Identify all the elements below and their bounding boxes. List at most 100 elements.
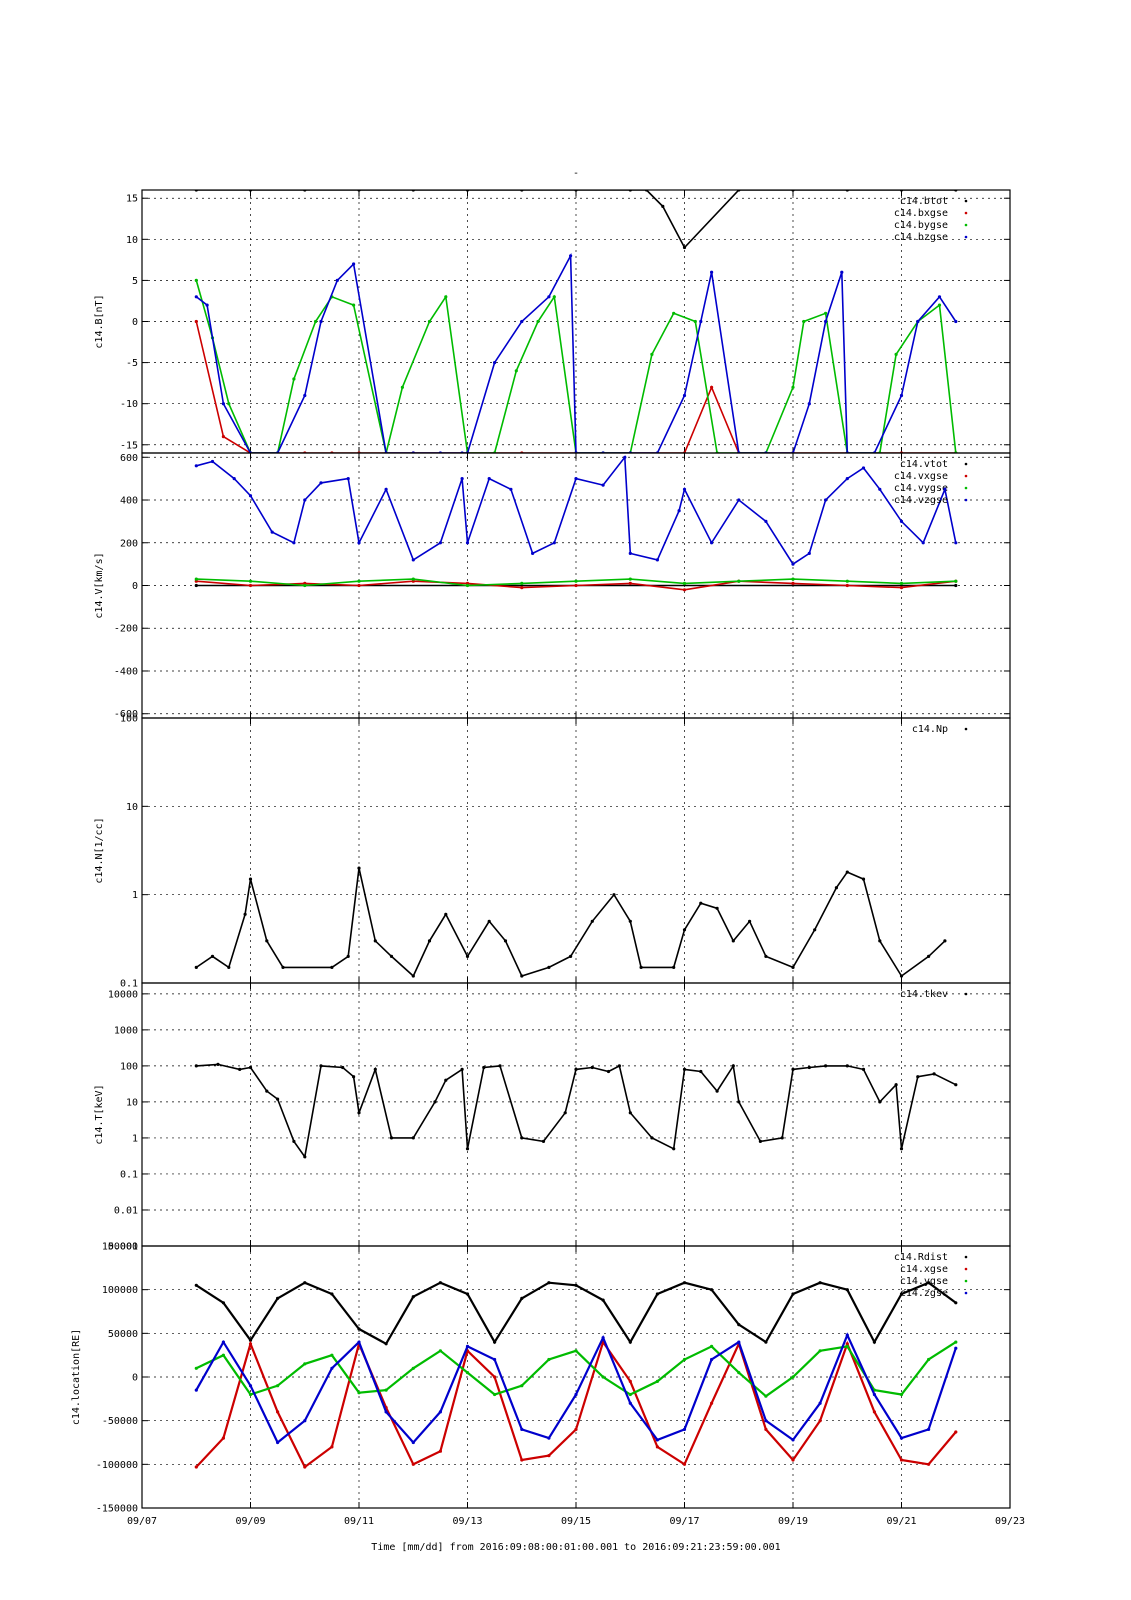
data-point <box>460 477 464 481</box>
data-point <box>845 579 849 583</box>
data-point <box>227 402 231 406</box>
data-point <box>352 262 356 266</box>
y-tick-label: 200 <box>120 538 138 549</box>
data-point <box>303 1362 307 1366</box>
data-point <box>601 483 605 487</box>
data-point <box>824 311 828 315</box>
data-point <box>878 939 882 943</box>
data-point <box>899 974 904 978</box>
legend-label: c14.vtot <box>900 459 948 470</box>
data-point <box>682 487 687 491</box>
data-point <box>238 1067 242 1071</box>
data-point <box>791 1067 795 1071</box>
data-point <box>503 939 508 943</box>
data-point <box>248 494 253 498</box>
data-point <box>547 1436 551 1440</box>
data-point <box>227 965 231 970</box>
data-point <box>292 541 296 545</box>
data-point <box>216 1062 220 1066</box>
data-point <box>330 1292 334 1296</box>
data-point <box>824 1064 828 1068</box>
data-point <box>465 583 470 588</box>
data-point <box>411 1440 415 1445</box>
data-point <box>444 1078 448 1082</box>
data-point <box>791 385 795 389</box>
data-point <box>932 1072 936 1076</box>
data-point <box>411 1462 415 1466</box>
data-point <box>493 361 497 365</box>
data-point <box>276 1097 280 1101</box>
data-point <box>921 541 925 545</box>
y-tick-label: 150000 <box>102 1242 138 1253</box>
data-point <box>520 581 524 586</box>
data-point <box>590 1065 594 1070</box>
x-tick-label: 09/19 <box>778 1516 808 1527</box>
data-point <box>221 402 225 406</box>
y-tick-label: 10 <box>126 235 138 246</box>
data-point <box>330 1366 334 1370</box>
y-axis-label: c14.location[RE] <box>71 1329 82 1425</box>
data-point <box>373 1067 377 1071</box>
data-point <box>791 562 795 566</box>
data-point <box>221 1301 225 1305</box>
data-point <box>845 477 849 481</box>
data-point <box>710 1357 714 1362</box>
y-tick-label: 100 <box>120 1061 138 1072</box>
data-point <box>845 1288 849 1292</box>
data-point <box>682 1462 687 1466</box>
data-point <box>899 1292 904 1296</box>
data-point <box>764 954 768 959</box>
data-point <box>276 1410 280 1414</box>
data-point <box>845 583 849 588</box>
data-point <box>628 1379 632 1383</box>
data-point <box>677 509 681 513</box>
data-point <box>319 481 323 485</box>
y-tick-label: -15 <box>120 440 138 451</box>
data-point <box>954 1340 958 1344</box>
data-point <box>276 1296 280 1300</box>
y-tick-label: -600 <box>114 709 138 720</box>
data-point <box>628 1340 632 1344</box>
data-point <box>899 1147 904 1151</box>
y-tick-label: 1 <box>132 1133 138 1144</box>
x-tick-label: 09/21 <box>886 1516 916 1527</box>
data-point <box>737 498 741 502</box>
data-point <box>813 928 817 932</box>
data-point <box>210 459 215 464</box>
figure-title: - <box>573 168 579 179</box>
y-axis-label: c14.V[km/s] <box>94 552 105 618</box>
data-point <box>927 1427 931 1431</box>
data-point <box>352 1075 356 1079</box>
legend-label: c14.Rdist <box>894 1252 948 1263</box>
data-point <box>737 1371 741 1375</box>
panel-3: 0.1 1 10 100 c14.Np c14.N[1/cc] <box>94 714 1011 990</box>
data-point <box>682 1427 687 1431</box>
data-point <box>916 319 920 324</box>
data-point <box>601 1336 605 1340</box>
data-point <box>352 303 356 307</box>
data-point <box>758 1139 763 1143</box>
data-point <box>243 912 247 916</box>
data-point <box>872 1392 877 1397</box>
y-tick-label: -10 <box>120 399 138 410</box>
data-point <box>465 954 470 959</box>
data-point <box>861 877 866 881</box>
data-point <box>807 1065 811 1070</box>
data-point <box>547 965 551 970</box>
data-point <box>270 530 274 534</box>
data-point <box>818 1419 822 1423</box>
data-point <box>194 583 198 588</box>
data-point <box>221 1353 225 1357</box>
data-point <box>569 254 573 258</box>
data-point <box>465 1292 470 1296</box>
data-point <box>194 1388 198 1392</box>
data-point <box>639 965 643 970</box>
data-point <box>547 1454 551 1458</box>
data-point <box>482 1065 486 1070</box>
data-point <box>547 1357 551 1362</box>
panel-1: -15 -10 -5 0 5 10 15 c14.btotc14.bxgsec14.bygse… <box>94 189 1011 454</box>
y-tick-label: -5 <box>126 358 138 369</box>
data-point <box>682 928 687 932</box>
y-axis-label: c14.T[keV] <box>94 1084 105 1144</box>
data-point <box>682 588 687 592</box>
